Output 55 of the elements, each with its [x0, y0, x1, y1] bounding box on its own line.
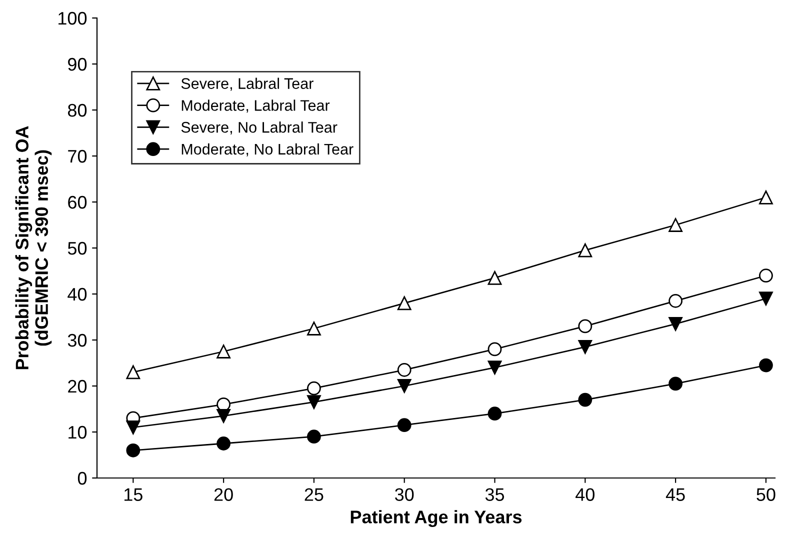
y-tick-label: 60: [68, 196, 87, 209]
y-tick-label: 100: [58, 12, 87, 25]
point: [578, 319, 592, 334]
x-tick-label: 45: [666, 488, 685, 501]
point: [397, 418, 412, 432]
legend-label: Severe, Labral Tear: [181, 78, 314, 91]
point: [668, 376, 683, 391]
y-tick-label: 70: [68, 150, 87, 163]
x-tick-label: 15: [124, 488, 142, 501]
point: [668, 316, 683, 331]
point: [488, 360, 502, 375]
point: [216, 408, 231, 423]
point: [216, 436, 231, 450]
point: [759, 190, 773, 204]
y-tick-label: 10: [68, 426, 87, 439]
x-tick-label: 25: [304, 488, 324, 501]
x-tick-label: 20: [214, 488, 233, 501]
legend-label: Moderate, No Labral Tear: [182, 143, 354, 156]
y-axis-title: Probability of Significant OA (dGEMRIC < 390 msec): [15, 126, 52, 370]
point: [397, 296, 412, 310]
point: [397, 362, 412, 377]
point: [759, 358, 773, 372]
y-tick-label: 0: [78, 472, 87, 485]
point: [126, 420, 140, 434]
y-tick-label: 30: [68, 334, 87, 347]
point: [307, 430, 321, 444]
x-axis-title: Patient Age in Years: [350, 510, 522, 528]
point: [488, 342, 502, 356]
x-tick-label: 40: [576, 488, 594, 501]
point: [307, 322, 321, 336]
point: [307, 395, 321, 410]
x-tick-label: 35: [485, 488, 504, 501]
y-tick-label: 80: [68, 104, 87, 117]
point: [578, 340, 592, 354]
point: [759, 268, 773, 283]
x-tick-label: 50: [756, 488, 776, 501]
point: [668, 218, 683, 232]
point: [397, 379, 412, 393]
legend-label: Severe, No Labral Tear: [181, 122, 338, 135]
x-tick-label: 30: [395, 488, 414, 501]
point: [126, 443, 140, 458]
y-tick-label: 90: [68, 58, 87, 71]
y-tick-label: 40: [68, 288, 87, 301]
point: [126, 365, 140, 380]
point: [216, 344, 231, 358]
point: [488, 270, 502, 285]
y-tick-label: 50: [68, 242, 87, 255]
y-tick-label: 20: [68, 380, 87, 393]
point: [307, 381, 321, 396]
point: [668, 294, 683, 308]
point: [488, 406, 502, 421]
legend-label: Moderate, Labral Tear: [182, 100, 330, 113]
point: [578, 392, 592, 407]
point: [759, 292, 773, 306]
point: [578, 243, 592, 258]
